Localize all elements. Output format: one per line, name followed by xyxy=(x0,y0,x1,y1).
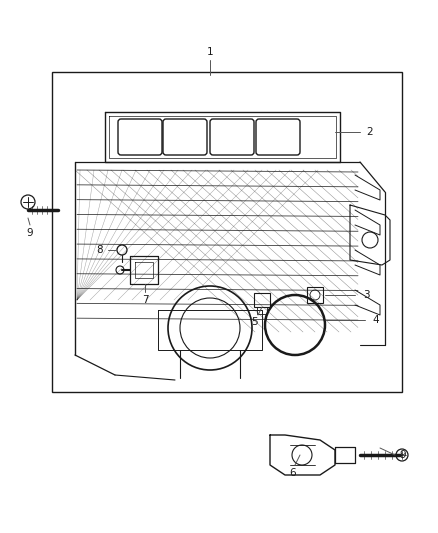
Text: 8: 8 xyxy=(97,245,103,255)
Bar xyxy=(257,307,267,314)
Text: 4: 4 xyxy=(373,315,379,325)
Text: 6: 6 xyxy=(290,468,297,478)
Text: 9: 9 xyxy=(400,450,406,460)
Bar xyxy=(254,293,270,307)
Text: 2: 2 xyxy=(367,127,373,137)
Text: 3: 3 xyxy=(363,290,369,300)
Text: 5: 5 xyxy=(252,317,258,327)
Bar xyxy=(307,287,323,303)
Text: 1: 1 xyxy=(207,47,213,57)
Text: 7: 7 xyxy=(141,295,148,305)
Bar xyxy=(52,72,402,392)
Text: 9: 9 xyxy=(27,228,33,238)
